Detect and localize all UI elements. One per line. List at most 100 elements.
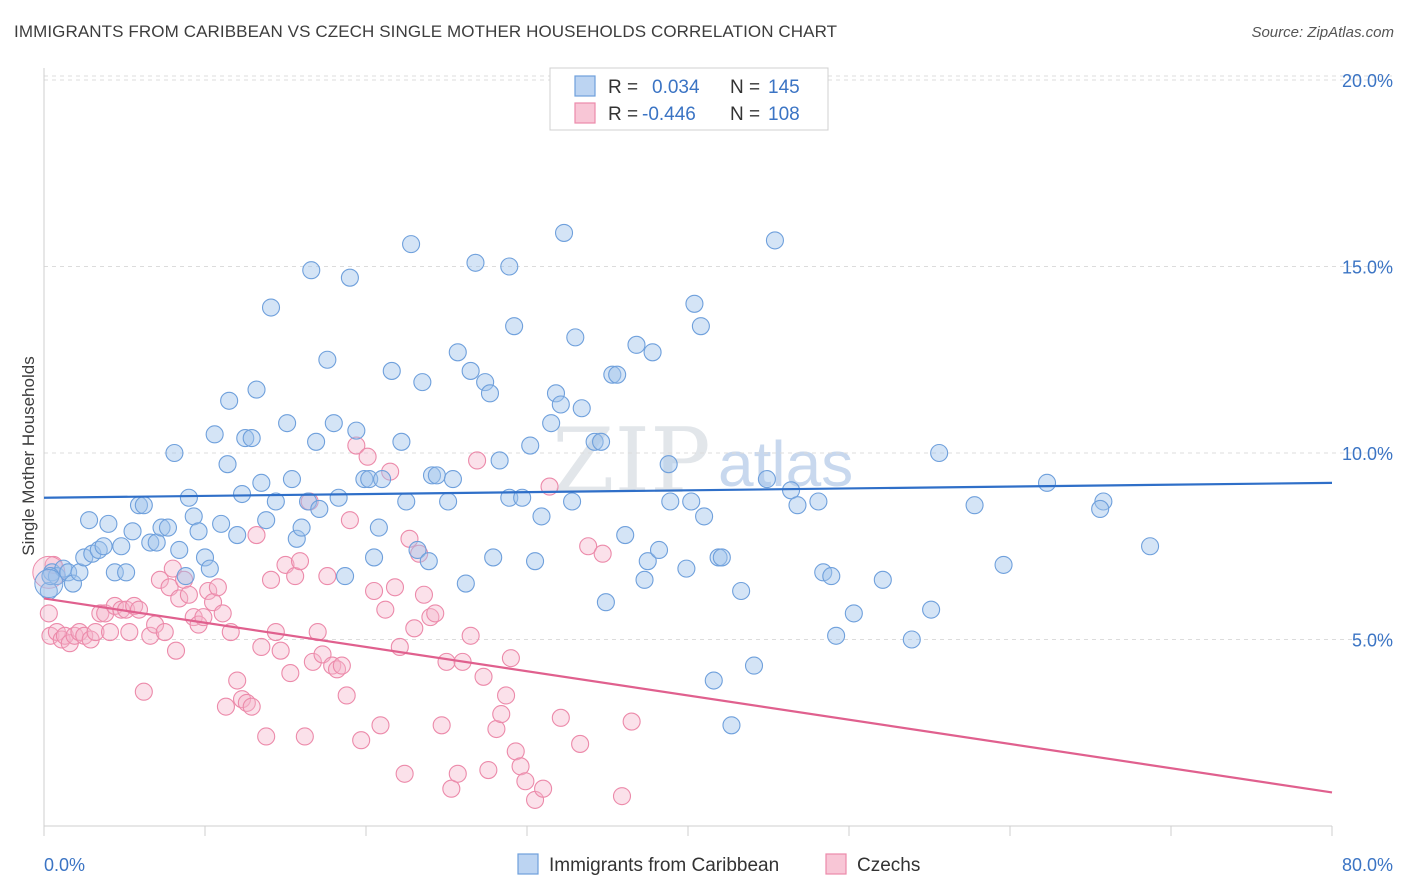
caribbean-point [220,391,239,410]
czech-point [364,581,384,601]
y-axis-label: Single Mother Households [19,356,38,555]
caribbean-point [712,548,731,567]
czech-point [414,585,434,604]
legend-n-value-1: 145 [768,77,800,98]
caribbean-point [47,567,66,586]
caribbean-point [546,384,566,403]
czech-point [39,604,58,623]
caribbean-point [318,350,337,369]
caribbean-point [744,656,764,675]
caribbean-point [532,507,551,526]
caribbean-point [685,294,704,313]
caribbean-point [643,343,662,362]
caribbean-point [236,429,255,448]
caribbean-point [592,432,611,451]
source-label: Source: ZipAtlas.com [1251,24,1394,41]
legend-r-value-2: -0.446 [642,104,696,125]
czech-point [385,578,405,597]
x-ticks [43,826,1333,836]
caribbean-point [141,533,160,552]
czech-point [395,764,414,783]
caribbean-point [616,526,635,545]
czech-point [247,526,266,545]
caribbean-point [873,570,892,589]
x-tick-label-max: 80.0% [1342,855,1393,875]
caribbean-point [292,518,311,537]
czech-point [242,697,261,716]
caribbean-point [382,361,401,380]
caribbean-point [310,499,329,519]
bottom-legend: Immigrants from Caribbean Czechs [517,853,920,876]
caribbean-point [554,223,574,242]
caribbean-point [809,492,828,511]
czech-point [208,578,227,597]
caribbean-point [659,455,678,474]
caribbean-point [456,574,475,593]
caribbean-point [563,492,582,511]
y-tick-label: 15.0% [1342,258,1393,278]
caribbean-point-large [34,569,64,599]
caribbean-point [261,298,281,317]
y-tick-label: 20.0% [1342,71,1393,91]
caribbean-point [298,492,318,511]
czech-point [281,664,300,683]
caribbean-point [282,470,301,489]
czech-point [593,544,612,563]
czech-point [347,436,366,455]
legend-n-value-2: 108 [768,104,800,125]
caribbean-point [638,552,657,571]
czech-point [252,637,271,657]
czech-point [228,671,247,690]
caribbean-point [682,492,701,511]
caribbean-point [635,570,654,589]
caribbean-point [369,518,388,537]
czech-point [448,764,467,783]
caribbean-point [392,432,411,451]
caribbean-point [513,488,532,507]
czech-point [432,716,451,735]
czech-point [461,626,480,645]
caribbean-point [439,492,458,511]
caribbean-point [360,470,379,489]
czech-point [261,570,281,589]
bottom-legend-label-caribbean: Immigrants from Caribbean [549,855,779,876]
caribbean-point [480,384,500,403]
czech-point [141,626,160,645]
czech-point [91,604,110,623]
y-tick-label: 5.0% [1352,631,1393,651]
czech-point [479,760,498,780]
caribbean-point [505,317,524,336]
caribbean-point [695,507,714,526]
caribbean-point [364,548,384,567]
czech-point [213,604,232,623]
czech-point [371,716,390,735]
caribbean-point [922,600,941,619]
trend-lines [43,481,1333,794]
caribbean-point [195,548,215,567]
caribbean-point [152,518,171,537]
caribbean-point [63,574,83,593]
caribbean-point [307,432,326,451]
caribbean-point [402,235,421,254]
caribbean-point [176,567,195,586]
caribbean-point [134,496,153,515]
czech-point [437,652,456,671]
czech-point [376,600,395,619]
caribbean-point [189,522,208,541]
caribbean-point [287,529,306,548]
caribbean-point [218,455,237,474]
caribbean-point [112,537,131,556]
czech-point [571,734,590,753]
caribbean-point [242,429,261,448]
caribbean-point [521,436,540,455]
caribbean-point [397,492,416,511]
czech-point [86,622,105,642]
caribbean-point [476,373,495,392]
caribbean-point [661,492,680,511]
caribbean-point [427,466,446,485]
caribbean-point [788,496,807,515]
caribbean-point [732,581,751,601]
czech-point [332,656,351,675]
czech-point [257,727,276,746]
caribbean-point [443,470,462,489]
